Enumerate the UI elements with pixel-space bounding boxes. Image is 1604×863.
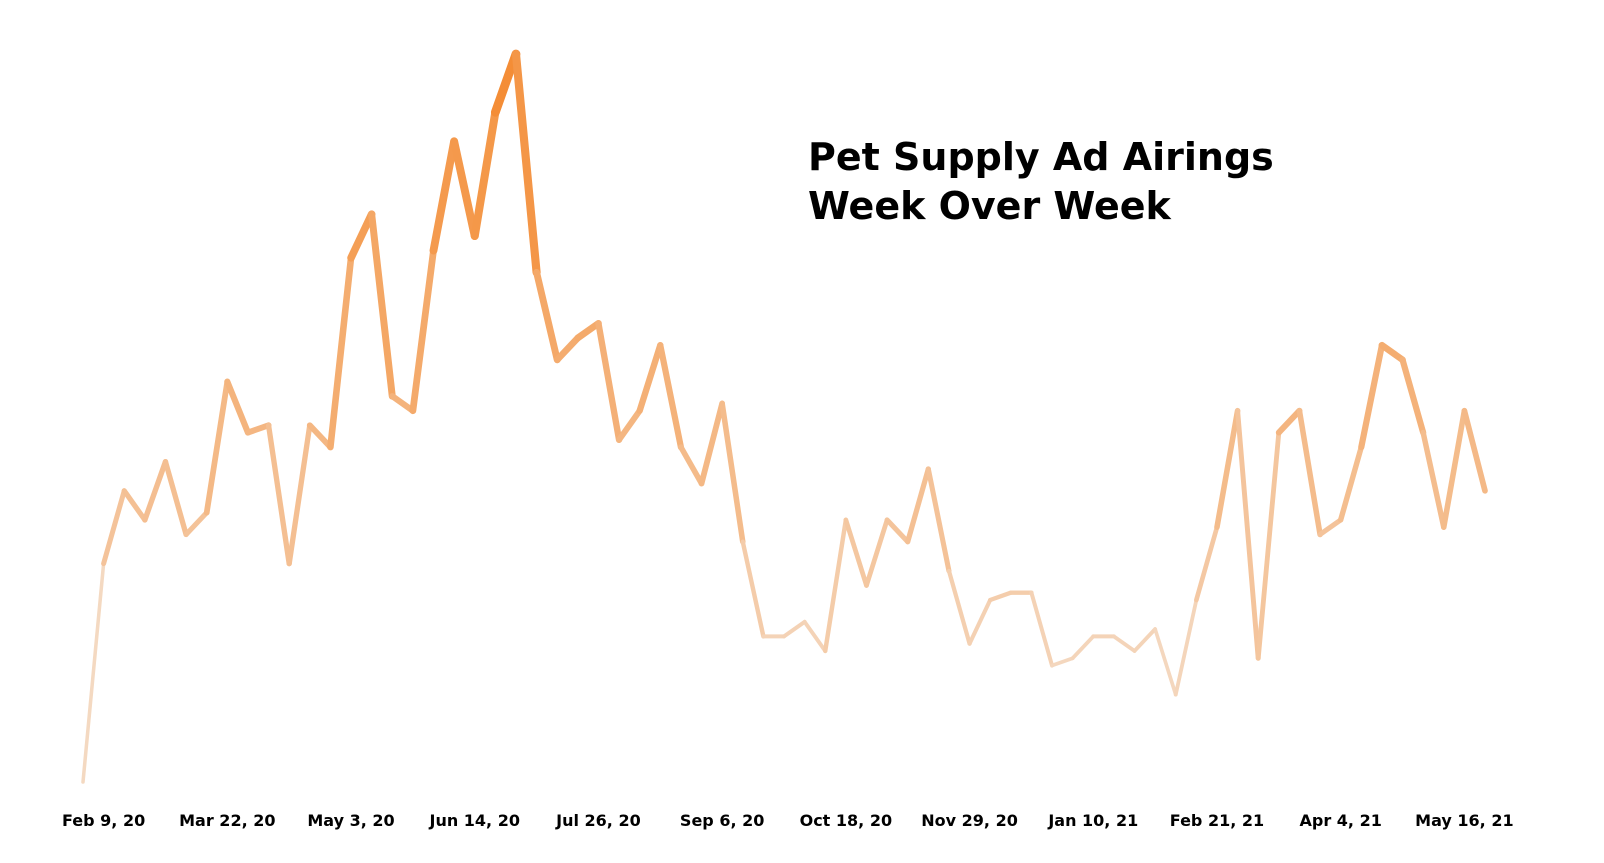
line-segment [719,400,746,545]
line-segment [905,466,931,545]
line-segment [224,378,252,436]
chart-title-line-2: Week Over Week [808,184,1172,228]
line-segment [988,590,1013,603]
line-segment [1337,444,1365,523]
line-segment [450,137,479,240]
line-segment [1378,341,1406,364]
line-segment [1132,627,1158,653]
line-segment [1111,634,1137,653]
line-segment [470,108,500,241]
line-segment [286,422,313,567]
line-segment [1399,356,1427,436]
chart-title-line-1: Pet Supply Ad Airings [808,135,1274,179]
line-segment [1070,634,1096,661]
line-segment [490,49,521,117]
line-segment [967,597,993,646]
line-segment [306,422,334,451]
line-segment [1296,407,1323,538]
line-segment [368,210,396,400]
line-segment [698,400,726,487]
line-segment [1358,342,1386,451]
x-tick-label: Jan 10, 21 [1047,811,1138,830]
line-segment [616,407,643,443]
line-segment [1235,408,1261,661]
x-tick-label: Jul 26, 20 [555,811,641,830]
x-tick-label: Nov 29, 20 [921,811,1018,830]
series-line [81,49,1488,784]
line-segment [1255,430,1282,661]
x-tick-label: Oct 18, 20 [800,811,892,830]
line-segment [657,342,685,451]
line-segment [1440,407,1468,530]
line-segment [574,319,602,342]
line-segment [1029,590,1055,668]
line-segment [925,466,952,574]
line-segment [1420,429,1447,530]
x-axis-ticks: Feb 9, 20 Mar 22, 20 May 3, 20 Jun 14, 20 Ju… [62,811,1514,830]
x-tick-label: Feb 21, 21 [1170,811,1264,830]
line-segment [884,517,911,545]
x-tick-label: May 16, 21 [1415,811,1513,830]
line-segment [553,334,582,364]
line-segment [1173,598,1199,697]
x-tick-label: Sep 6, 20 [680,811,764,830]
line-segment [636,342,664,414]
line-segment [740,539,766,639]
line-segment [1275,407,1303,436]
line-segment [347,210,376,262]
line-segment [823,517,849,654]
line-segment [678,444,705,487]
line-segment [1050,656,1075,668]
x-tick-label: May 3, 20 [307,811,394,830]
line-segment [533,268,561,364]
line-segment [781,619,807,639]
line-segment [162,459,189,538]
line-segment [802,619,828,653]
line-segment [1194,524,1220,603]
line-segment [327,254,355,451]
x-tick-label: Apr 4, 21 [1300,811,1382,830]
line-segment [389,393,416,414]
x-tick-label: Mar 22, 20 [179,811,275,830]
line-segment [946,568,972,646]
x-tick-label: Jun 14, 20 [428,811,519,830]
line-segment [183,510,210,538]
x-tick-label: Feb 9, 20 [62,811,145,830]
line-segment [142,458,169,523]
line-segment [1153,627,1178,697]
line-segment [244,422,272,436]
line-segment [121,488,148,523]
line-segment [409,247,437,415]
line-segment [101,488,127,567]
line-segment [1214,407,1241,530]
line-segment [1317,517,1344,537]
line-segment [265,422,292,567]
line-segment [843,517,869,588]
line-segment [595,320,623,444]
line-segment [511,49,541,277]
line-segment [864,517,890,588]
line-segment [81,561,106,784]
line-segment [429,137,459,255]
line-segment [203,378,231,516]
line-segment [1461,407,1488,494]
